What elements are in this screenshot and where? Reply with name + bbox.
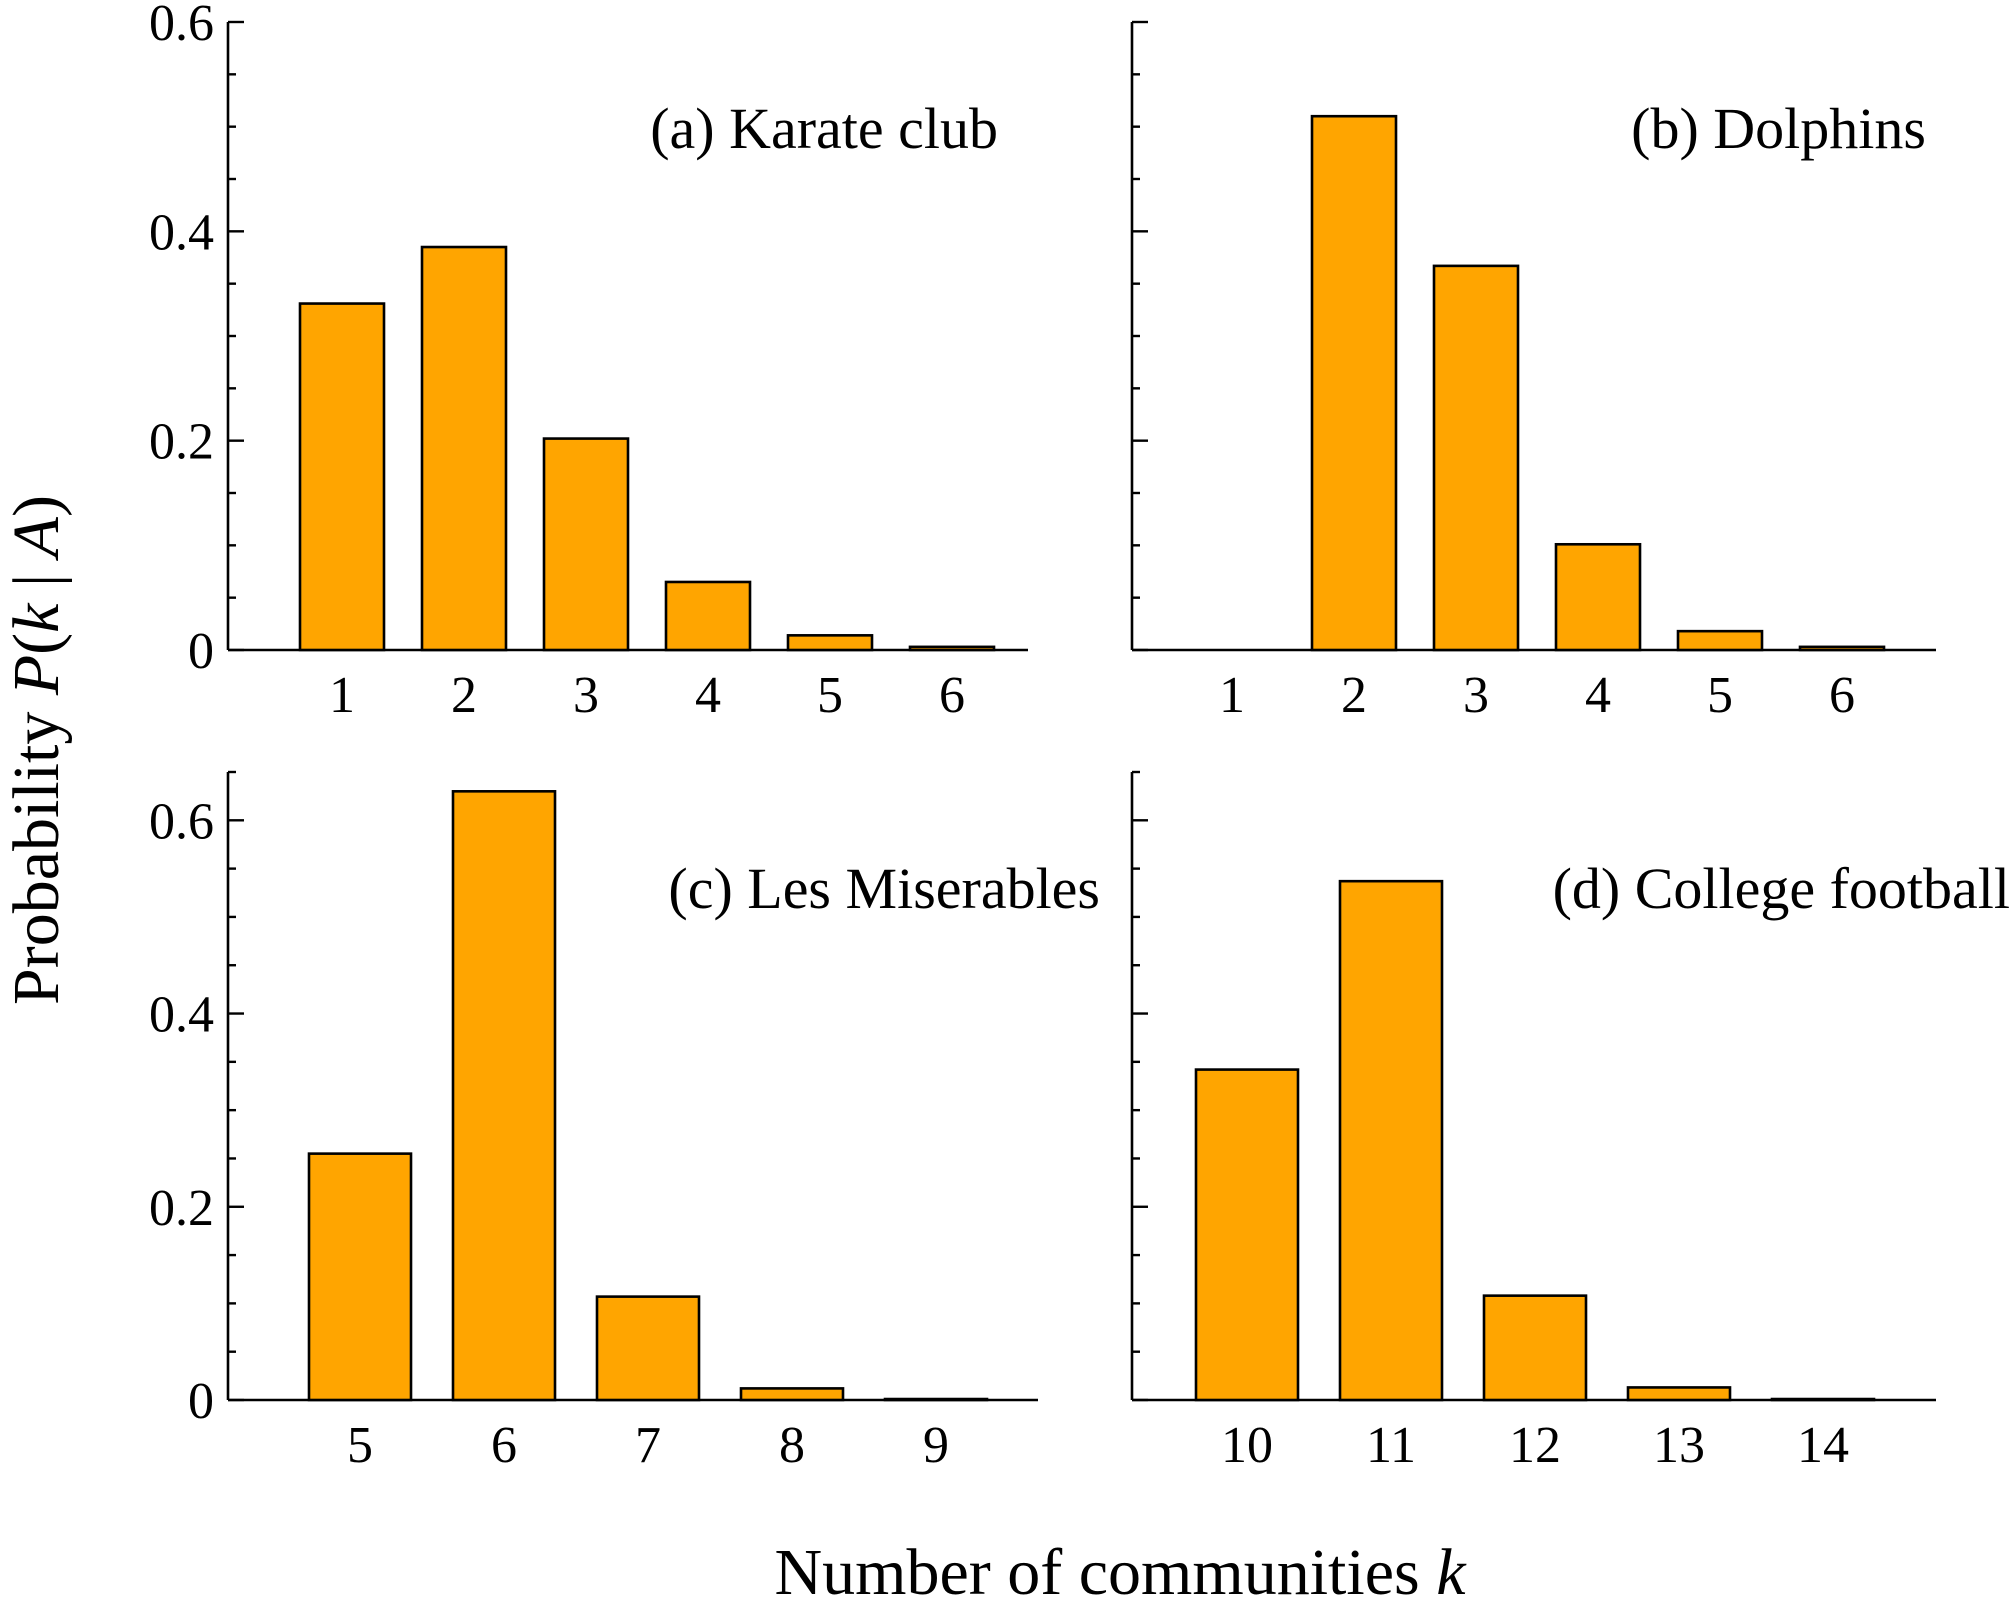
bar <box>542 437 630 652</box>
chart-panel-2: 1 2 3 4 5 6 (b) Dolphins <box>1130 20 1936 724</box>
x-tick-label: 7 <box>635 1417 661 1474</box>
y-axis-title-close: ) <box>0 495 73 517</box>
panel-title: (a) Karate club <box>650 96 998 161</box>
x-tick-label: 1 <box>329 667 355 724</box>
bar <box>1194 1068 1300 1402</box>
x-axis-title-var: k <box>1436 1536 1467 1600</box>
panel-title: (b) Dolphins <box>1631 96 1926 161</box>
bar <box>298 302 386 652</box>
y-tick-label: 0 <box>188 1373 214 1430</box>
x-tick-label: 11 <box>1366 1417 1416 1474</box>
x-tick-label: 6 <box>939 667 965 724</box>
bar <box>1554 542 1642 652</box>
y-axis-title: Probability P(k | A) <box>0 495 73 1005</box>
y-tick-label: 0.4 <box>149 987 214 1044</box>
x-tick-label: 5 <box>347 1417 373 1474</box>
bar <box>786 634 874 652</box>
y-axis-title-var: k <box>0 602 73 633</box>
bar <box>908 645 996 652</box>
y-axis-title-prefix: Probability <box>0 712 73 1005</box>
x-tick-label: 12 <box>1509 1417 1561 1474</box>
bar <box>1676 629 1764 652</box>
bar <box>1798 645 1886 652</box>
x-tick-label: 13 <box>1653 1417 1705 1474</box>
x-tick-label: 2 <box>1341 667 1367 724</box>
bar <box>1482 1294 1588 1402</box>
y-tick-label: 0.2 <box>149 414 214 471</box>
bar <box>664 580 752 652</box>
bar <box>1626 1386 1732 1402</box>
y-tick-label: 0 <box>188 623 214 680</box>
x-tick-label: 14 <box>1797 1417 1849 1474</box>
bar <box>1338 879 1444 1402</box>
bar <box>1310 114 1398 652</box>
x-tick-label: 3 <box>1463 667 1489 724</box>
x-axis-title-text: Number of communities <box>774 1536 1419 1600</box>
x-tick-label: 9 <box>923 1417 949 1474</box>
chart-panel-3: 0 0.2 0.4 0.6 5 6 7 8 9 (c) Les Miserables <box>149 770 1100 1474</box>
y-tick-label: 0.4 <box>149 204 214 261</box>
chart-panel-1: 0 0.2 0.4 0.6 1 2 3 4 5 6 (a) Karate club <box>149 0 1028 724</box>
x-axis-title: Number of communities k <box>774 1536 1467 1600</box>
y-tick-label: 0.2 <box>149 1180 214 1237</box>
y-axis-title-open: ( <box>0 633 73 655</box>
x-tick-label: 8 <box>779 1417 805 1474</box>
bar <box>1770 1397 1876 1402</box>
x-tick-label: 6 <box>1829 667 1855 724</box>
x-tick-label: 5 <box>1707 667 1733 724</box>
x-tick-label: 4 <box>1585 667 1611 724</box>
y-axis-title-mid: | <box>0 557 73 603</box>
bar <box>739 1387 845 1402</box>
x-tick-label: 6 <box>491 1417 517 1474</box>
bar <box>307 1152 413 1402</box>
bar <box>883 1397 989 1402</box>
panel-title: (c) Les Miserables <box>668 856 1100 921</box>
bar <box>1432 264 1520 652</box>
x-tick-label: 1 <box>1219 667 1245 724</box>
x-tick-label: 2 <box>451 667 477 724</box>
y-tick-label: 0.6 <box>149 793 214 850</box>
chart-panel-4: 10 11 12 13 14 (d) College football <box>1130 770 2010 1474</box>
x-tick-label: 3 <box>573 667 599 724</box>
y-axis-title-cond: A <box>0 516 73 561</box>
x-tick-label: 10 <box>1221 1417 1273 1474</box>
bar <box>595 1295 701 1402</box>
bar <box>420 245 508 652</box>
x-tick-label: 5 <box>817 667 843 724</box>
x-tick-label: 4 <box>695 667 721 724</box>
y-tick-label: 0.6 <box>149 0 214 52</box>
y-axis-title-func: P <box>0 655 73 696</box>
panel-title: (d) College football <box>1553 856 2010 921</box>
bar <box>451 790 557 1402</box>
